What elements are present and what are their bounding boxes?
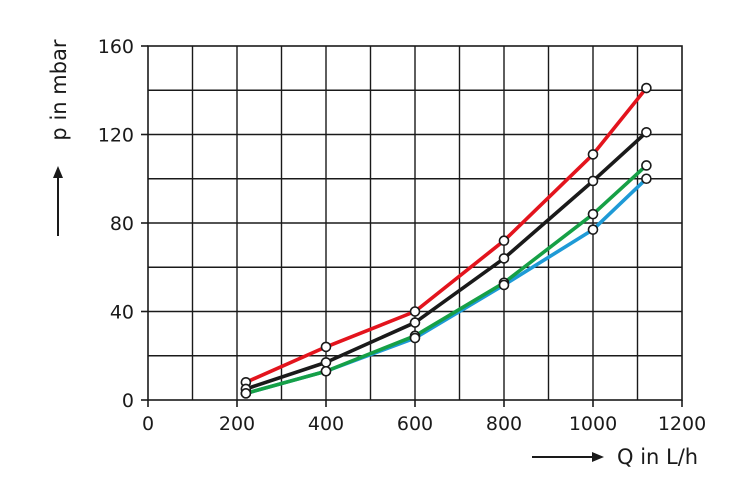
data-point-series-2 xyxy=(641,126,652,138)
y-tick-label: 80 xyxy=(110,213,134,235)
y-axis-label: p in mbar xyxy=(47,39,71,140)
data-point-series-2 xyxy=(498,253,510,264)
y-tick-labels: 0 40 80 120 160 xyxy=(98,36,134,412)
data-point-series-4 xyxy=(641,173,652,185)
data-point-series-2 xyxy=(587,175,599,187)
data-point-series-4 xyxy=(587,224,599,235)
series-line-1 xyxy=(244,86,649,385)
data-point-series-1 xyxy=(641,82,652,94)
x-tick-label: 0 xyxy=(142,413,154,435)
x-tick-labels: 0 200 400 600 800 1000 1200 xyxy=(142,413,706,435)
y-tick-label: 40 xyxy=(110,302,134,324)
series-line-2 xyxy=(244,130,649,391)
data-point-series-4 xyxy=(320,365,332,377)
data-point-series-1 xyxy=(498,235,510,246)
data-point-series-3 xyxy=(641,160,652,171)
x-axis-label: Q in L/h xyxy=(617,445,698,469)
x-tick-label: 800 xyxy=(486,413,522,435)
data-point-series-4 xyxy=(498,279,510,291)
x-tick-label: 200 xyxy=(219,413,255,435)
x-tick-label: 600 xyxy=(397,413,433,435)
series-lines xyxy=(244,86,649,396)
series-points xyxy=(240,82,652,399)
data-point-series-3 xyxy=(587,208,599,220)
y-tick-label: 0 xyxy=(122,390,134,412)
data-point-series-2 xyxy=(409,317,421,328)
data-point-series-4 xyxy=(240,388,252,399)
y-tick-label: 120 xyxy=(98,125,134,147)
x-axis-arrow-icon xyxy=(532,452,604,462)
x-tick-label: 1000 xyxy=(569,413,617,435)
y-tick-label: 160 xyxy=(98,36,134,58)
data-point-series-4 xyxy=(409,332,421,344)
y-axis-arrow-icon xyxy=(53,166,63,236)
x-tick-label: 1200 xyxy=(658,413,706,435)
x-tick-label: 400 xyxy=(308,413,344,435)
data-point-series-1 xyxy=(409,306,421,317)
series-line-3 xyxy=(244,163,649,396)
data-point-series-1 xyxy=(587,149,599,160)
plot-frame xyxy=(141,45,683,407)
data-point-series-1 xyxy=(320,341,332,353)
data-point-series-2 xyxy=(320,357,332,368)
